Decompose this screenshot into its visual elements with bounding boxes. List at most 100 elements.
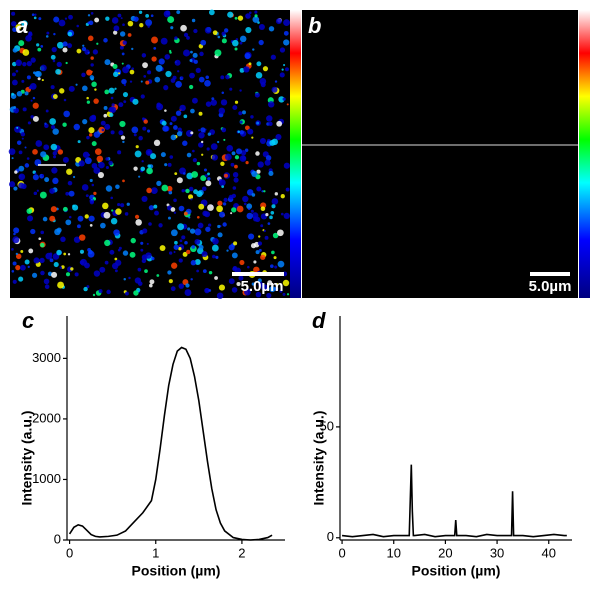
spot bbox=[164, 109, 167, 112]
spot bbox=[248, 233, 255, 240]
spot bbox=[115, 184, 120, 189]
spot bbox=[279, 289, 283, 293]
spot bbox=[214, 276, 218, 280]
spot bbox=[22, 62, 27, 67]
spot bbox=[15, 253, 22, 260]
spot bbox=[245, 161, 249, 165]
spot bbox=[151, 56, 157, 62]
spot bbox=[186, 152, 192, 158]
spot bbox=[283, 30, 289, 36]
spot bbox=[40, 242, 45, 248]
spot bbox=[217, 200, 223, 206]
spot bbox=[251, 170, 258, 177]
spot bbox=[50, 206, 57, 213]
spot bbox=[189, 59, 193, 63]
spot bbox=[146, 187, 152, 194]
spot bbox=[192, 52, 198, 58]
spot bbox=[134, 277, 141, 284]
spot bbox=[21, 79, 25, 83]
spot bbox=[68, 85, 75, 92]
spot bbox=[196, 190, 203, 198]
spot bbox=[254, 10, 258, 14]
x-tick-label: 1 bbox=[152, 545, 159, 560]
spot bbox=[108, 160, 113, 166]
spot bbox=[77, 140, 81, 144]
spot bbox=[212, 30, 218, 35]
spot bbox=[164, 163, 168, 167]
spot bbox=[131, 47, 134, 51]
spot bbox=[140, 80, 143, 83]
spot bbox=[32, 149, 38, 155]
spot bbox=[266, 292, 272, 299]
spot bbox=[90, 12, 94, 15]
spot bbox=[268, 26, 275, 32]
panel-label: d bbox=[312, 308, 326, 333]
spot bbox=[40, 230, 45, 235]
spot bbox=[73, 236, 81, 243]
spot bbox=[122, 91, 129, 98]
spot bbox=[233, 177, 239, 183]
spot bbox=[89, 223, 93, 227]
spot bbox=[92, 293, 96, 297]
spot bbox=[149, 283, 153, 288]
spot bbox=[190, 198, 193, 201]
spot bbox=[122, 140, 125, 144]
spot bbox=[77, 215, 84, 222]
spot bbox=[89, 75, 95, 80]
spot bbox=[270, 264, 274, 268]
spot bbox=[104, 123, 111, 130]
spot bbox=[56, 249, 62, 256]
spot bbox=[129, 69, 135, 75]
spot bbox=[263, 190, 266, 193]
spot bbox=[245, 26, 252, 34]
spot bbox=[188, 194, 194, 200]
spot bbox=[140, 241, 144, 245]
spot bbox=[220, 99, 228, 106]
spot bbox=[268, 121, 273, 127]
spot bbox=[207, 177, 211, 181]
spot bbox=[195, 67, 201, 73]
spot bbox=[81, 46, 87, 52]
spot bbox=[104, 59, 111, 66]
spot bbox=[167, 162, 172, 167]
spot bbox=[13, 232, 16, 236]
spot bbox=[33, 16, 37, 20]
spot bbox=[265, 213, 269, 217]
spot bbox=[15, 252, 18, 256]
spot bbox=[65, 272, 71, 277]
spot bbox=[63, 110, 71, 118]
spot bbox=[88, 20, 94, 26]
spot bbox=[248, 62, 252, 66]
spot bbox=[145, 148, 153, 156]
spot bbox=[223, 138, 226, 141]
spot bbox=[160, 152, 166, 158]
spot bbox=[239, 120, 243, 124]
spot bbox=[200, 127, 206, 133]
spot bbox=[226, 144, 234, 152]
spot bbox=[282, 292, 286, 296]
spot bbox=[260, 206, 266, 212]
spot bbox=[141, 254, 148, 261]
spot bbox=[232, 105, 238, 111]
spot bbox=[285, 67, 289, 72]
spot bbox=[265, 155, 272, 161]
spot bbox=[105, 185, 113, 192]
spot bbox=[247, 265, 250, 269]
spot bbox=[28, 31, 33, 36]
spot bbox=[173, 198, 177, 203]
spot bbox=[103, 113, 108, 118]
spot bbox=[65, 191, 70, 196]
spot bbox=[271, 204, 276, 209]
spot bbox=[170, 229, 178, 237]
spot bbox=[119, 120, 126, 128]
spot bbox=[174, 240, 178, 245]
spot bbox=[192, 158, 197, 163]
spot bbox=[208, 9, 215, 16]
spot bbox=[181, 235, 186, 240]
spot bbox=[264, 235, 269, 240]
spot bbox=[254, 92, 260, 98]
spot bbox=[57, 149, 64, 155]
spot bbox=[123, 83, 127, 87]
spot bbox=[142, 126, 147, 131]
spot bbox=[79, 249, 85, 254]
